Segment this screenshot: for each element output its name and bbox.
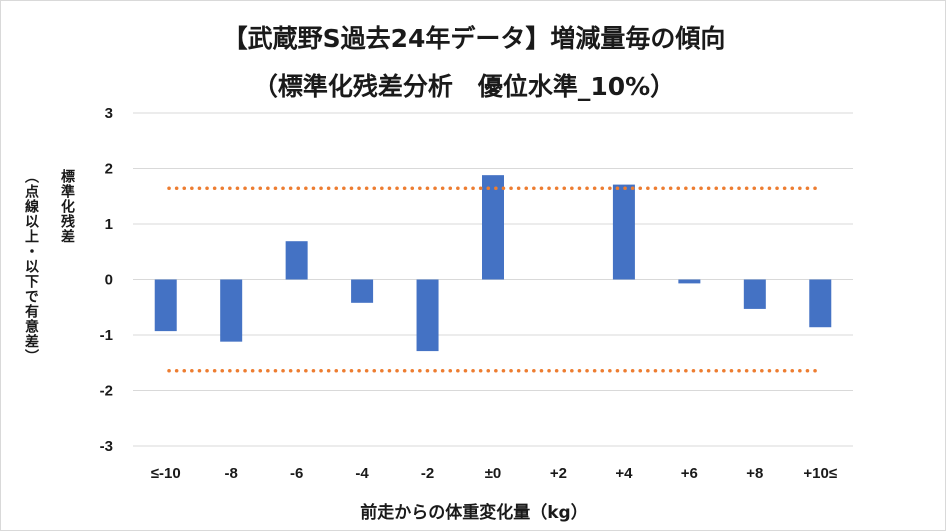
x-tick-label: +2 bbox=[550, 465, 567, 482]
chart-subtitle: （標準化残差分析 優位水準_10%） bbox=[252, 72, 676, 101]
x-tick-label: +10≤ bbox=[803, 465, 837, 482]
x-tick-label: -8 bbox=[225, 465, 238, 482]
x-tick-label: +8 bbox=[746, 465, 763, 482]
bar bbox=[482, 175, 504, 280]
y-tick-label: 3 bbox=[105, 105, 113, 122]
x-tick-label: -2 bbox=[421, 465, 434, 482]
chart-title: 【武蔵野S過去24年データ】増減量毎の傾向 bbox=[222, 24, 726, 53]
y-tick-label: 2 bbox=[105, 161, 113, 178]
y-tick-label: -2 bbox=[100, 383, 113, 400]
bar bbox=[612, 184, 635, 280]
y-tick-label: -3 bbox=[100, 438, 113, 455]
bar bbox=[285, 241, 308, 280]
x-tick-label: +4 bbox=[615, 465, 633, 482]
x-tick-label: -4 bbox=[355, 465, 369, 482]
x-axis-label: 前走からの体重変化量（kg） bbox=[360, 503, 588, 523]
y-tick-label: -1 bbox=[100, 327, 113, 344]
x-tick-label: ±0 bbox=[485, 465, 502, 482]
bar bbox=[809, 279, 832, 328]
x-tick-label: ≤-10 bbox=[151, 465, 181, 482]
bar bbox=[743, 279, 766, 309]
bar bbox=[416, 279, 439, 352]
x-tick-label: +6 bbox=[681, 465, 698, 482]
y-axis-label-note: （点線以上・以下で有意差） bbox=[23, 169, 39, 364]
bar bbox=[678, 279, 701, 284]
y-tick-label: 0 bbox=[105, 272, 113, 289]
bar bbox=[220, 279, 243, 342]
y-axis-label: 標準化残差 （点線以上・以下で有意差） bbox=[16, 169, 82, 409]
y-tick-label: 1 bbox=[105, 216, 113, 233]
bar bbox=[154, 279, 177, 332]
x-tick-label: -6 bbox=[290, 465, 303, 482]
bar bbox=[351, 279, 374, 303]
y-axis-label-main: 標準化残差 bbox=[59, 169, 75, 244]
